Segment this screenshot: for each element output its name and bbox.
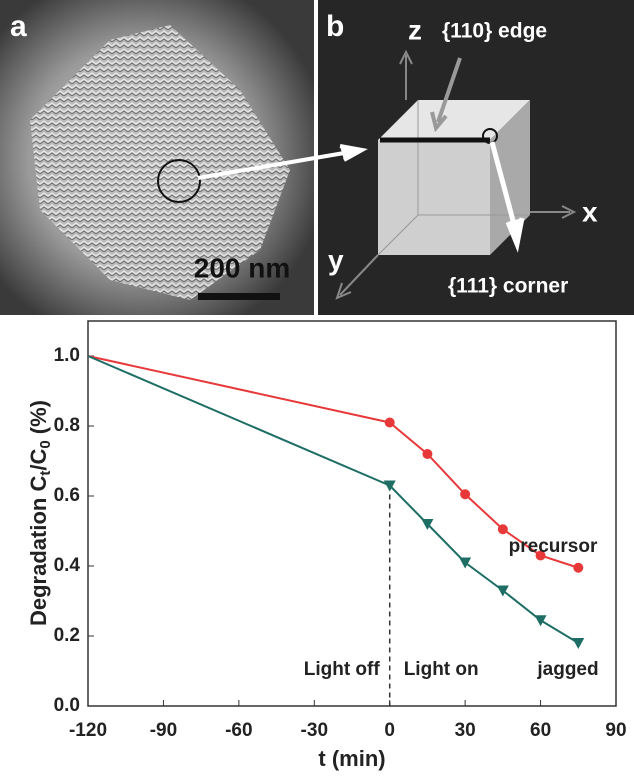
chart: t (min) Degradation Ct/C0 (%) 0.00.20.40… <box>26 320 627 771</box>
marker <box>534 615 547 627</box>
x-axis <box>530 205 577 219</box>
y-axis <box>335 254 379 300</box>
corner-label: {111} corner <box>448 275 568 298</box>
x-tick-label: -120 <box>69 720 107 741</box>
axis-label: z <box>408 14 422 45</box>
edge-label: {110} edge <box>442 20 547 43</box>
particle <box>30 25 290 300</box>
panel-b: b z {110} edge x y {111} corner <box>318 0 634 315</box>
marker <box>572 638 585 649</box>
series-line <box>87 355 579 644</box>
marker <box>573 562 584 573</box>
series-label: precursor <box>509 536 598 557</box>
axis-label: y <box>328 244 344 275</box>
marker <box>497 524 508 535</box>
y-tick-label: 0.0 <box>54 695 80 716</box>
marker <box>421 519 434 530</box>
ylabel-sub: t <box>37 471 54 476</box>
x-tick-label: 60 <box>530 720 551 741</box>
x-tick-label: -90 <box>150 720 177 741</box>
marker <box>459 557 472 569</box>
marker <box>384 417 395 428</box>
marker <box>422 449 433 459</box>
marker <box>496 585 509 597</box>
ylabel-part: (%) <box>26 400 51 440</box>
x-tick-label: -60 <box>225 720 252 741</box>
y-tick-label: 0.6 <box>54 485 80 506</box>
series-label: jagged <box>536 659 598 680</box>
cube-side <box>490 100 530 255</box>
ylabel-part: /C <box>26 449 51 471</box>
annotation: Light off <box>304 659 381 680</box>
x-tick-label: -30 <box>301 720 328 741</box>
scale-label: 200 nm <box>194 252 291 283</box>
marker <box>460 489 471 500</box>
marker <box>535 550 546 561</box>
edge-arrow <box>430 57 462 133</box>
panel-a: a 200 nm <box>0 0 314 315</box>
region-circle <box>157 159 201 203</box>
x-tick-label: 30 <box>455 720 476 741</box>
marker <box>383 480 396 492</box>
ylabel-part: Degradation C <box>26 476 51 626</box>
y-tick-label: 0.8 <box>54 415 80 436</box>
y-tick-label: 0.2 <box>54 625 80 646</box>
panel-label: a <box>10 10 27 43</box>
y-axis-title: Degradation Ct/C0 (%) <box>26 400 54 626</box>
x-tick-label: 0 <box>384 720 395 741</box>
annotation: Light on <box>404 659 479 680</box>
plot-frame <box>87 320 617 707</box>
x-axis-title: t (min) <box>318 746 385 771</box>
scale-bar <box>198 293 280 300</box>
corner-arrow <box>489 141 525 253</box>
z-axis <box>399 49 413 100</box>
panel-label: b <box>326 10 344 43</box>
x-tick-label: 90 <box>605 720 626 741</box>
y-tick-label: 0.4 <box>54 555 81 576</box>
link-arrow <box>197 144 368 180</box>
ylabel-sub: 0 <box>37 440 54 448</box>
axis-label: x <box>582 196 598 227</box>
y-tick-label: 1.0 <box>54 345 80 366</box>
